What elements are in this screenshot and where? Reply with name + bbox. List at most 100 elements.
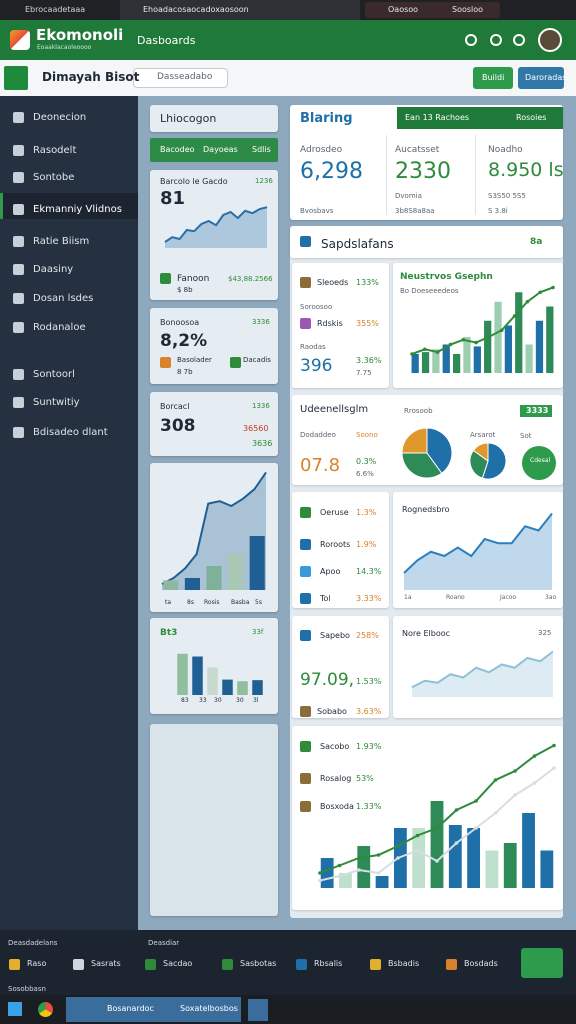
bar: [503, 843, 517, 888]
point: [396, 844, 400, 848]
value: 1.53%: [356, 677, 382, 686]
point: [337, 863, 342, 868]
point: [552, 743, 556, 748]
icon[interactable]: [465, 34, 477, 46]
action-button[interactable]: [521, 948, 563, 978]
x-tick-label: 1a: [404, 594, 412, 601]
bar: [522, 813, 535, 888]
pie-slice: [401, 427, 428, 454]
value: 1.33%: [356, 802, 382, 811]
taskbar-app[interactable]: [248, 999, 268, 1021]
breadcrumb: Dasboards: [137, 34, 196, 47]
bar: [535, 320, 544, 373]
pie-slice: [522, 446, 556, 480]
icon: [13, 172, 24, 183]
start-button[interactable]: [8, 1002, 22, 1016]
icon: [13, 293, 24, 304]
tab[interactable]: [365, 2, 500, 18]
label: Rdskis: [317, 319, 343, 328]
value: 355%: [356, 319, 379, 328]
bar: [515, 292, 523, 373]
pie-slice: [469, 449, 489, 479]
bar: [484, 320, 492, 373]
kpi-sub: 3b8S8a8aa: [395, 207, 435, 215]
pie-slice: [472, 442, 489, 462]
point: [532, 781, 537, 785]
icon: [222, 959, 233, 970]
kpi-sub: Bvosbavs: [300, 207, 334, 215]
value: 3.63%: [356, 707, 382, 716]
metric: 8,2%: [160, 331, 208, 351]
label: Oeruse: [320, 508, 349, 517]
chart: [161, 471, 267, 590]
app-header: [0, 20, 576, 60]
point: [435, 350, 440, 354]
value: 3.36%: [356, 356, 382, 365]
x-tick-label: Jacoo: [500, 594, 517, 601]
chart-title: Rrosoob: [404, 407, 433, 415]
point: [454, 841, 459, 845]
value: 14.3%: [356, 567, 382, 576]
point: [513, 769, 517, 773]
value: 1236: [255, 177, 273, 185]
value: 1.93%: [356, 742, 382, 751]
section-title: Deasdiar: [148, 939, 180, 947]
search-box[interactable]: [133, 68, 228, 88]
x-tick-label: ta: [165, 599, 172, 606]
x-tick-label: Rosis: [204, 599, 220, 606]
x-tick-label: 3ao: [545, 594, 557, 601]
sub-card: [393, 616, 563, 718]
sub-card: [393, 492, 563, 608]
icon: [300, 277, 311, 288]
chart: [164, 206, 268, 248]
point: [474, 826, 478, 830]
tab-label: Bacodeo: [160, 145, 195, 154]
line: [411, 650, 554, 689]
tab-title: Ehoadacosaocadoxaosoon: [143, 5, 249, 14]
card-title: Udeenellsglm: [300, 404, 369, 415]
bar: [192, 656, 203, 695]
icon[interactable]: [490, 34, 502, 46]
value: 8a: [530, 237, 543, 247]
value: $43,88.2566: [228, 275, 273, 283]
card: [150, 308, 278, 384]
label: Basolader: [177, 356, 212, 364]
search-text: Dasseadabo: [157, 72, 213, 82]
tab[interactable]: [120, 0, 360, 20]
icon[interactable]: [513, 34, 525, 46]
icon: [145, 959, 156, 970]
card-title: Lhiocogon: [160, 112, 217, 125]
tag: [520, 405, 552, 417]
avatar[interactable]: [538, 28, 562, 52]
label: Sapebo: [320, 631, 350, 640]
pie: [469, 442, 507, 480]
line: [403, 512, 553, 574]
metric: 97.09,: [300, 670, 355, 690]
sidebar-item: Sontoorl: [33, 369, 75, 380]
footer-text: Sosobbasn: [8, 985, 46, 993]
x-tick-label: 8s: [187, 599, 194, 606]
label: Bosxoda: [320, 802, 354, 811]
app-icon[interactable]: [38, 1002, 53, 1017]
logo-icon: [10, 30, 30, 50]
bar: [525, 344, 533, 373]
point: [357, 868, 361, 872]
banner: [397, 107, 563, 129]
logo-subtitle: Eoaaklacaoleoooo: [37, 44, 92, 51]
chart-title: Sot: [520, 432, 532, 440]
point: [454, 808, 459, 812]
point: [499, 328, 504, 333]
card: [150, 724, 278, 916]
menu-button[interactable]: [4, 66, 28, 90]
pie: [401, 427, 453, 479]
sidebar-item: Bdisadeo dlant: [33, 427, 108, 438]
label: Tol: [320, 594, 331, 603]
button[interactable]: [473, 67, 513, 89]
bar: [228, 554, 244, 590]
area: [412, 651, 553, 697]
kpi-label: Aucatsset: [395, 145, 440, 155]
button[interactable]: [518, 67, 564, 89]
kpi-sub: S 3.8i: [488, 207, 508, 215]
taskbar-app[interactable]: [66, 997, 241, 1022]
icon: [296, 959, 307, 970]
